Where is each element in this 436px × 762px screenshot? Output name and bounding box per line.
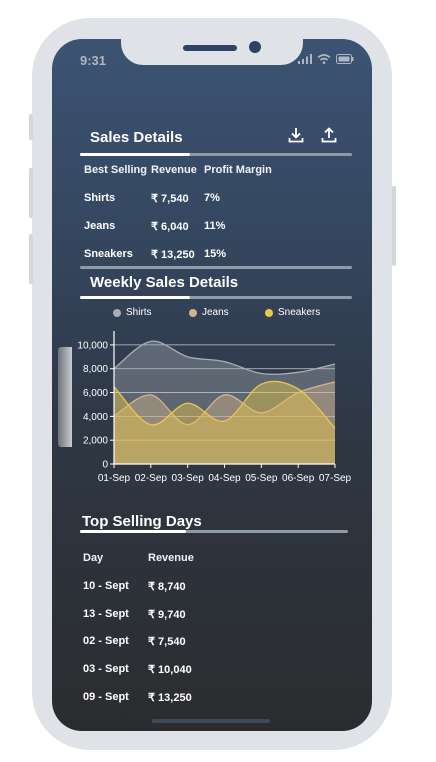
legend-jeans[interactable]: Jeans [189,307,229,318]
notch [121,39,303,65]
legend-dot-jeans [189,308,197,317]
status-time: 9:31 [80,53,107,68]
sales-row-revenue: ₹ 13,250 [151,249,195,261]
sales-row-item: Sneakers [84,248,133,260]
weekly-sales-title: Weekly Sales Details [90,274,239,291]
sales-table-divider [80,266,352,269]
area-jeans [114,381,335,464]
sales-details-underline [80,153,352,156]
top-selling-days-title: Top Selling Days [82,513,202,530]
legend-label-sneakers: Sneakers [278,307,321,318]
wifi-icon [317,54,331,64]
upload-icon [321,127,337,143]
col-header-best-selling: Best Selling [84,164,147,176]
sales-row-item: Jeans [84,220,116,232]
sales-details-title: Sales Details [90,129,183,146]
download-icon [288,128,304,143]
weekly-sales-underline [80,296,352,299]
phone-screen: 9:31 Sales Details Best Sell [52,39,372,731]
y-tick-label: 4,000 [83,412,108,423]
legend-label-shirts: Shirts [126,307,152,318]
day-row-revenue: ₹ 7,540 [148,636,186,648]
x-tick-label: 07-Sep [319,473,352,484]
day-row-revenue: ₹ 13,250 [148,692,192,704]
day-row-day: 03 - Sept [83,663,129,675]
legend-shirts[interactable]: Shirts [113,307,152,318]
day-row-revenue: ₹ 10,040 [148,664,192,676]
day-row-day: 10 - Sept [83,580,129,592]
sales-row-margin: 7% [204,192,220,204]
col-header-day: Day [83,552,104,564]
signal-icon [298,54,312,64]
x-tick-label: 06-Sep [282,473,315,484]
area-shirts [114,341,335,464]
col-header-profit-margin: Profit Margin [204,164,272,176]
volume-down-button [29,234,33,284]
day-row-day: 02 - Sept [83,635,129,647]
area-sneakers [114,381,335,464]
x-tick-label: 01-Sep [98,473,131,484]
top-selling-days-underline [80,530,348,533]
sales-row-revenue: ₹ 7,540 [151,193,189,205]
col-header-revenue: Revenue [151,164,197,176]
sales-row-item: Shirts [84,192,116,204]
home-indicator[interactable] [152,719,270,723]
y-tick-label: 0 [102,460,108,471]
mute-switch [29,114,33,140]
col-header-day-revenue: Revenue [148,552,194,564]
upload-button[interactable] [321,127,337,148]
day-row-day: 13 - Sept [83,608,129,620]
x-tick-label: 04-Sep [208,473,241,484]
day-row-day: 09 - Sept [83,691,129,703]
front-camera [249,41,261,53]
legend-dot-shirts [113,308,121,317]
power-button [392,186,396,266]
y-tick-label: 2,000 [83,436,108,447]
day-row-revenue: ₹ 8,740 [148,581,186,593]
day-row-revenue: ₹ 9,740 [148,609,186,621]
weekly-sales-chart: 0 2,000 4,000 6,000 8,000 10,000 01-Sep 02-Sep 0… [77,331,352,484]
y-tick-label: 8,000 [83,364,108,375]
x-tick-label: 05-Sep [245,473,278,484]
sales-row-revenue: ₹ 6,040 [151,221,189,233]
legend-sneakers[interactable]: Sneakers [265,307,320,318]
battery-icon [336,54,354,64]
legend-dot-sneakers [265,308,273,317]
speaker [183,45,237,51]
y-tick-label: 10,000 [77,340,108,351]
scroll-handle[interactable] [58,347,72,447]
download-button[interactable] [288,127,304,148]
sales-row-margin: 11% [204,220,226,232]
y-tick-label: 6,000 [83,388,108,399]
volume-up-button [29,168,33,218]
x-tick-label: 03-Sep [172,473,205,484]
sales-row-margin: 15% [204,248,227,260]
legend-label-jeans: Jeans [202,307,229,318]
x-tick-label: 02-Sep [135,473,168,484]
status-icons [298,54,354,64]
